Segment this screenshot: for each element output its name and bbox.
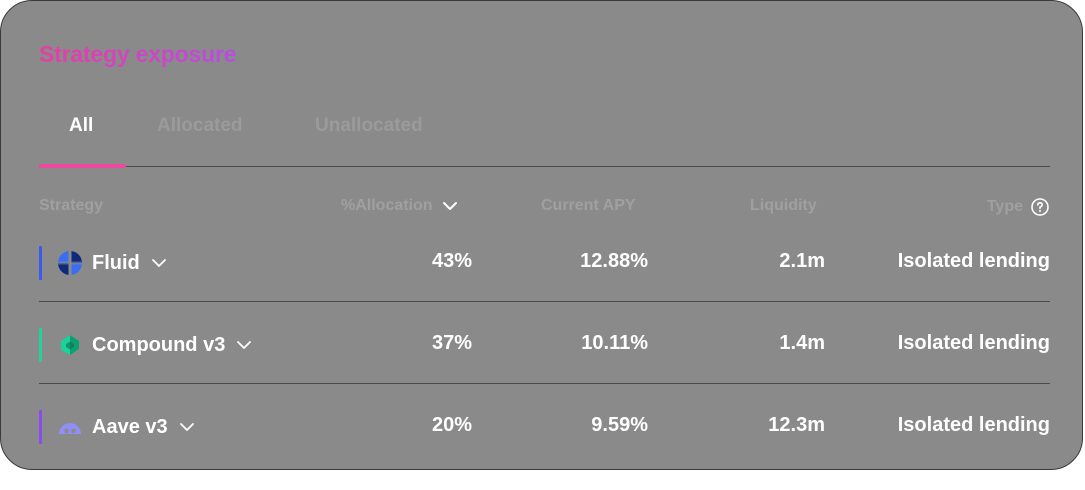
strategy-cell[interactable]: Compound v3 <box>57 330 253 360</box>
header-allocation-label: %Allocation <box>341 197 433 214</box>
type-value: Isolated lending <box>897 414 1050 436</box>
tab-bar: All Allocated Unallocated <box>39 105 1050 168</box>
tab-unallocated[interactable]: Unallocated <box>315 115 423 136</box>
header-strategy: Strategy <box>39 197 104 214</box>
tab-all[interactable]: All <box>69 115 94 136</box>
apy-value: 12.88% <box>580 250 648 272</box>
liquidity-value: 12.3m <box>768 414 825 436</box>
table-row[interactable]: Aave v3 20% 9.59% 12.3m Isolated lending <box>39 408 1050 490</box>
strategy-exposure-card: Strategy exposure All Allocated Unalloca… <box>0 0 1083 470</box>
chevron-down-icon <box>442 202 457 210</box>
help-circle-icon[interactable] <box>1030 197 1050 217</box>
header-allocation-sort[interactable]: %Allocation <box>341 197 459 215</box>
type-value: Isolated lending <box>897 332 1050 354</box>
table-header: Strategy %Allocation Current APY Liquidi… <box>39 197 1050 219</box>
fluid-logo-icon <box>58 251 82 275</box>
tab-allocated[interactable]: Allocated <box>157 115 243 136</box>
allocation-value: 37% <box>431 332 472 354</box>
header-current-apy: Current APY <box>541 197 636 214</box>
row-divider <box>39 383 1050 384</box>
chevron-down-icon[interactable] <box>178 418 196 436</box>
table-row[interactable]: Fluid 43% 12.88% 2.1m Isolated lending <box>39 244 1050 326</box>
chevron-down-icon[interactable] <box>235 336 253 354</box>
header-type: Type <box>987 197 1050 217</box>
liquidity-value: 2.1m <box>779 250 825 272</box>
row-accent-bar <box>39 328 42 362</box>
tab-divider <box>39 166 1050 167</box>
row-accent-bar <box>39 410 42 444</box>
apy-value: 9.59% <box>591 414 648 436</box>
card-title: Strategy exposure <box>39 41 237 67</box>
strategy-cell[interactable]: Aave v3 <box>57 412 196 442</box>
strategy-name: Compound v3 <box>92 333 226 356</box>
liquidity-value: 1.4m <box>779 332 825 354</box>
strategy-name: Aave v3 <box>92 415 168 438</box>
allocation-value: 20% <box>431 414 472 436</box>
apy-value: 10.11% <box>581 332 648 354</box>
row-divider <box>39 301 1050 302</box>
strategy-name: Fluid <box>92 251 140 274</box>
header-type-label: Type <box>986 198 1023 215</box>
chevron-down-icon[interactable] <box>150 254 168 272</box>
strategy-cell[interactable]: Fluid <box>57 248 168 278</box>
active-tab-indicator <box>39 164 126 168</box>
header-liquidity: Liquidity <box>750 197 817 214</box>
compound-logo-icon <box>61 335 79 355</box>
table-row[interactable]: Compound v3 37% 10.11% 1.4m Isolated len… <box>39 326 1050 408</box>
allocation-value: 43% <box>431 250 472 272</box>
aave-logo-icon <box>59 423 81 434</box>
type-value: Isolated lending <box>897 250 1050 272</box>
row-accent-bar <box>39 246 42 280</box>
